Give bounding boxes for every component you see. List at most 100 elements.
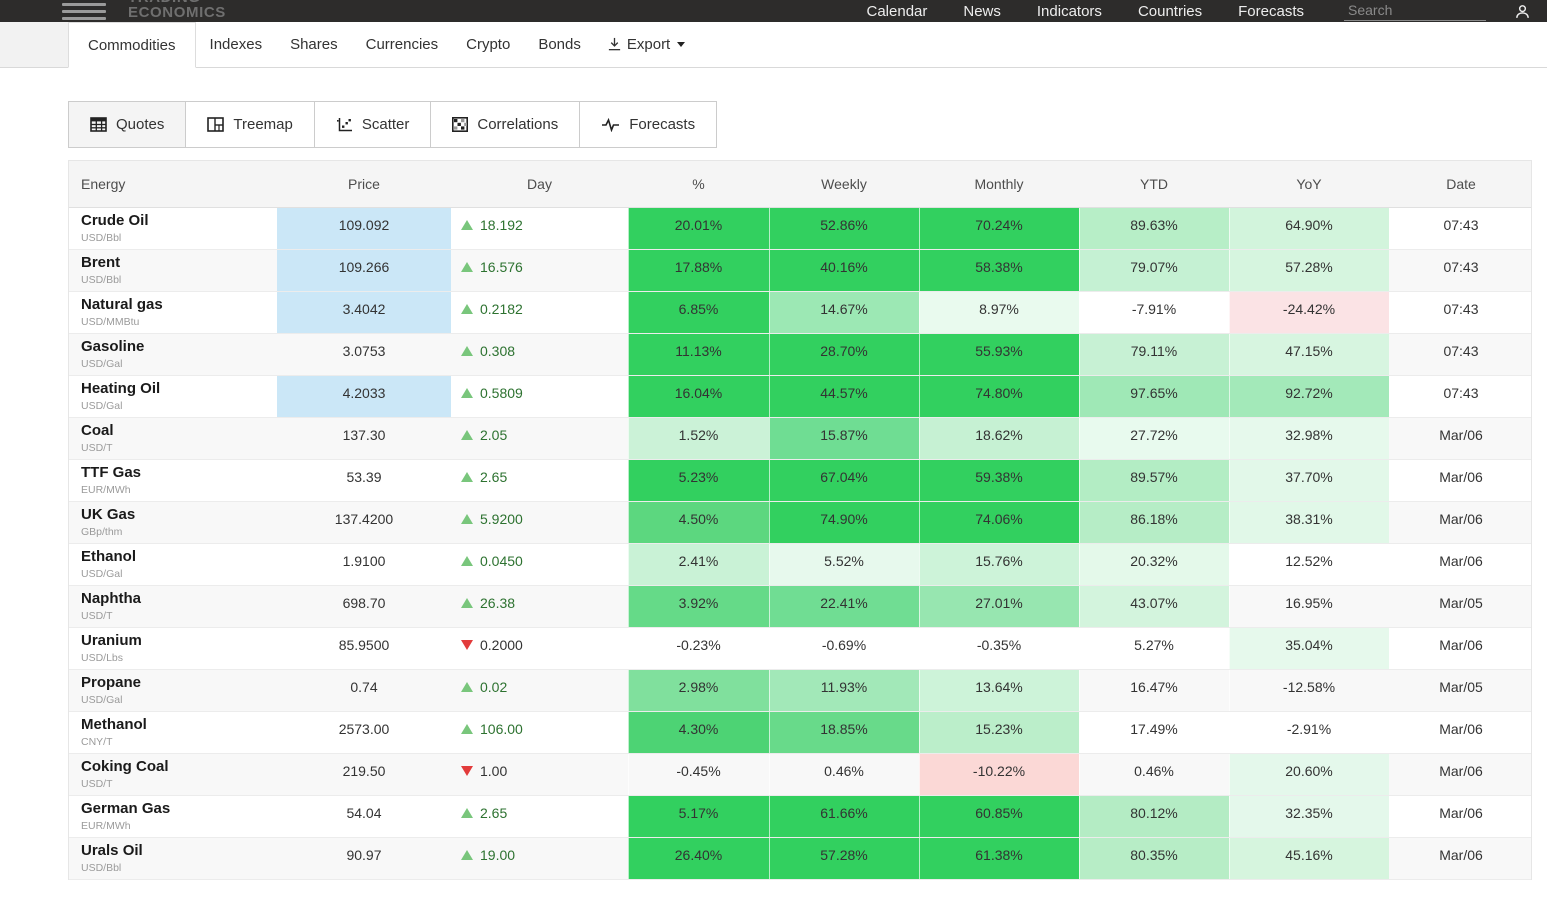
date-cell: 07:43	[1443, 385, 1479, 401]
price-cell: 219.50	[342, 763, 386, 779]
day-change-cell: 2.65	[451, 796, 628, 837]
table-row-brent[interactable]: Brent USD/Bbl 109.266 16.576 17.88% 40.16% 58.…	[69, 250, 1531, 292]
weekly-cell: 15.87%	[769, 418, 919, 459]
tab-indexes[interactable]: Indexes	[209, 36, 263, 53]
nav-item-forecasts[interactable]: Forecasts	[1238, 2, 1304, 20]
table-row-urals-oil[interactable]: Urals Oil USD/Bbl 90.97 19.00 26.40% 57.28% 61…	[69, 838, 1531, 880]
commodity-unit: USD/Gal	[81, 694, 123, 706]
column-header-percent[interactable]: %	[692, 176, 705, 192]
commodity-name[interactable]: Coking Coal	[81, 758, 169, 775]
percent-cell: 5.17%	[628, 796, 769, 837]
column-header-price[interactable]: Price	[348, 176, 380, 192]
table-row-natural-gas[interactable]: Natural gas USD/MMBtu 3.4042 0.2182 6.85% 14.…	[69, 292, 1531, 334]
commodity-name[interactable]: Uranium	[81, 632, 142, 649]
tab-bonds[interactable]: Bonds	[538, 36, 581, 53]
table-row-heating-oil[interactable]: Heating Oil USD/Gal 4.2033 0.5809 16.04% 44.5…	[69, 376, 1531, 418]
commodity-name[interactable]: German Gas	[81, 800, 171, 817]
commodity-cell: UK Gas GBp/thm	[69, 502, 277, 543]
column-header-day[interactable]: Day	[527, 176, 552, 192]
day-change-cell: 5.9200	[451, 502, 628, 543]
scatter-icon	[336, 117, 352, 131]
treemap-icon	[207, 117, 225, 132]
day-change-value: 0.5809	[480, 385, 523, 401]
table-row-methanol[interactable]: Methanol CNY/T 2573.00 106.00 4.30% 18.85% 15.…	[69, 712, 1531, 754]
commodity-name[interactable]: UK Gas	[81, 506, 136, 523]
commodity-name[interactable]: Heating Oil	[81, 380, 161, 397]
weekly-cell: 28.70%	[769, 334, 919, 375]
date-cell: 07:43	[1443, 301, 1479, 317]
yoy-cell: 32.35%	[1229, 796, 1389, 837]
logo[interactable]: TRADING ECONOMICS	[128, 0, 226, 22]
user-icon[interactable]	[1514, 3, 1531, 20]
table-row-crude-oil[interactable]: Crude Oil USD/Bbl 109.092 18.192 20.01% 52.86…	[69, 208, 1531, 250]
export-button[interactable]: Export	[595, 22, 697, 67]
commodity-unit: USD/T	[81, 610, 113, 622]
commodity-name[interactable]: Methanol	[81, 716, 147, 733]
commodity-name[interactable]: Propane	[81, 674, 142, 691]
ytd-cell: 27.72%	[1079, 418, 1229, 459]
table-row-naphtha[interactable]: Naphtha USD/T 698.70 26.38 3.92% 22.41% 27.01%…	[69, 586, 1531, 628]
tab-currencies[interactable]: Currencies	[365, 36, 439, 53]
nav-item-calendar[interactable]: Calendar	[866, 2, 928, 20]
nav-item-countries[interactable]: Countries	[1137, 2, 1203, 20]
commodity-name[interactable]: Brent	[81, 254, 121, 271]
commodity-name[interactable]: Urals Oil	[81, 842, 143, 859]
export-label: Export	[626, 36, 671, 53]
commodity-name[interactable]: Crude Oil	[81, 212, 149, 229]
yoy-cell: 37.70%	[1229, 460, 1389, 501]
column-header-ytd[interactable]: YTD	[1140, 176, 1168, 192]
search-input[interactable]	[1344, 1, 1486, 21]
column-header-date[interactable]: Date	[1446, 176, 1476, 192]
commodity-cell: Crude Oil USD/Bbl	[69, 208, 277, 249]
percent-cell: 2.41%	[628, 544, 769, 585]
table-row-german-gas[interactable]: German Gas EUR/MWh 54.04 2.65 5.17% 61.66% 60.…	[69, 796, 1531, 838]
commodity-name[interactable]: Coal	[81, 422, 114, 439]
table-row-propane[interactable]: Propane USD/Gal 0.74 0.02 2.98% 11.93% 13.64% 1…	[69, 670, 1531, 712]
ytd-cell: 79.11%	[1079, 334, 1229, 375]
table-row-coking-coal[interactable]: Coking Coal USD/T 219.50 1.00 -0.45% 0.46% -10…	[69, 754, 1531, 796]
column-header-yoy[interactable]: YoY	[1296, 176, 1322, 192]
commodity-name[interactable]: Naphtha	[81, 590, 141, 607]
percent-cell: 6.85%	[628, 292, 769, 333]
table-row-uk-gas[interactable]: UK Gas GBp/thm 137.4200 5.9200 4.50% 74.90% 74…	[69, 502, 1531, 544]
commodity-unit: USD/T	[81, 442, 113, 454]
percent-cell: 20.01%	[628, 208, 769, 249]
table-row-uranium[interactable]: Uranium USD/Lbs 85.9500 0.2000 -0.23% -0.69% -…	[69, 628, 1531, 670]
column-header-monthly[interactable]: Monthly	[974, 176, 1024, 192]
column-header-weekly[interactable]: Weekly	[821, 176, 867, 192]
column-header-energy[interactable]: Energy	[81, 176, 126, 192]
table-row-ethanol[interactable]: Ethanol USD/Gal 1.9100 0.0450 2.41% 5.52% 15.7…	[69, 544, 1531, 586]
date-cell: Mar/06	[1439, 763, 1483, 779]
commodity-unit: USD/Bbl	[81, 862, 122, 874]
table-row-gasoline[interactable]: Gasoline USD/Gal 3.0753 0.308 11.13% 28.70% 55…	[69, 334, 1531, 376]
correlations-button[interactable]: Correlations	[430, 101, 581, 148]
commodity-name[interactable]: Gasoline	[81, 338, 145, 355]
date-cell: Mar/06	[1439, 637, 1483, 653]
price-cell: 4.2033	[277, 376, 451, 417]
date-cell: Mar/06	[1439, 805, 1483, 821]
tab-commodities[interactable]: Commodities	[68, 22, 196, 68]
commodity-name[interactable]: Ethanol	[81, 548, 136, 565]
yoy-cell: 45.16%	[1229, 838, 1389, 879]
table-row-coal[interactable]: Coal USD/T 137.30 2.05 1.52% 15.87% 18.62% 27.7…	[69, 418, 1531, 460]
quotes-button[interactable]: Quotes	[68, 101, 187, 148]
ytd-cell: 86.18%	[1079, 502, 1229, 543]
table-row-ttf-gas[interactable]: TTF Gas EUR/MWh 53.39 2.65 5.23% 67.04% 59.38%…	[69, 460, 1531, 502]
scatter-button[interactable]: Scatter	[313, 101, 432, 148]
tab-shares[interactable]: Shares	[290, 36, 338, 53]
treemap-button[interactable]: Treemap	[185, 101, 315, 148]
commodity-unit: EUR/MWh	[81, 820, 131, 832]
nav-item-indicators[interactable]: Indicators	[1036, 2, 1102, 20]
tab-crypto[interactable]: Crypto	[466, 36, 511, 53]
commodity-name[interactable]: Natural gas	[81, 296, 163, 313]
commodity-name[interactable]: TTF Gas	[81, 464, 142, 481]
treemap-label: Treemap	[233, 116, 293, 133]
ytd-cell: 89.57%	[1079, 460, 1229, 501]
nav-item-news[interactable]: News	[963, 2, 1001, 20]
forecasts-button[interactable]: Forecasts	[579, 101, 718, 148]
percent-cell: 16.04%	[628, 376, 769, 417]
menu-icon[interactable]	[62, 2, 106, 20]
date-cell: Mar/05	[1439, 595, 1483, 611]
scatter-label: Scatter	[361, 116, 410, 133]
weekly-cell: 14.67%	[769, 292, 919, 333]
